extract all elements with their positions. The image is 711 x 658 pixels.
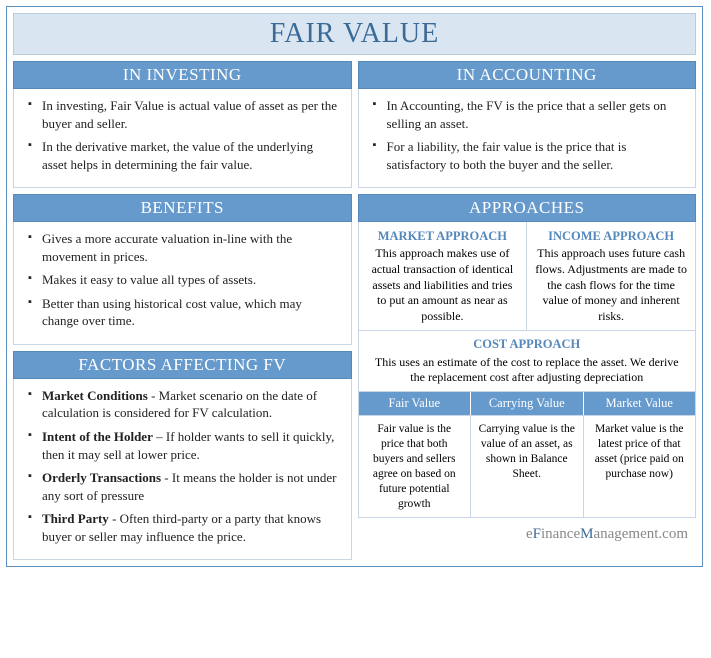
top-row: IN INVESTING In investing, Fair Value is…: [13, 61, 696, 188]
market-approach-title: MARKET APPROACH: [367, 228, 519, 244]
factors-item: Orderly Transactions - It means the hold…: [28, 469, 341, 504]
accounting-header: IN ACCOUNTING: [358, 61, 697, 89]
approaches-section: APPROACHES MARKET APPROACH This approach…: [358, 194, 697, 518]
accounting-body: In Accounting, the FV is the price that …: [358, 89, 697, 188]
footer-branding: eFinanceManagement.com: [358, 524, 697, 543]
cost-approach-cell: COST APPROACH This uses an estimate of t…: [359, 330, 696, 390]
benefits-item: Makes it easy to value all types of asse…: [28, 271, 341, 289]
value-header-market: Market Value: [584, 392, 696, 415]
factors-item: Intent of the Holder – If holder wants t…: [28, 428, 341, 463]
value-header-carrying: Carrying Value: [471, 392, 584, 415]
investing-body: In investing, Fair Value is actual value…: [13, 89, 352, 188]
benefits-section: BENEFITS Gives a more accurate valuation…: [13, 194, 352, 345]
market-approach-cell: MARKET APPROACH This approach makes use …: [359, 222, 528, 330]
bottom-row: BENEFITS Gives a more accurate valuation…: [13, 194, 696, 560]
income-approach-text: This approach uses future cash flows. Ad…: [535, 246, 687, 324]
accounting-item: For a liability, the fair value is the p…: [373, 138, 686, 173]
market-approach-text: This approach makes use of actual transa…: [367, 246, 519, 324]
income-approach-cell: INCOME APPROACH This approach uses futur…: [527, 222, 695, 330]
investing-item: In investing, Fair Value is actual value…: [28, 97, 341, 132]
value-header-fair: Fair Value: [359, 392, 472, 415]
approaches-body: MARKET APPROACH This approach makes use …: [358, 222, 697, 518]
infographic-container: FAIR VALUE IN INVESTING In investing, Fa…: [6, 6, 703, 567]
factors-body: Market Conditions - Market scenario on t…: [13, 379, 352, 560]
approaches-header: APPROACHES: [358, 194, 697, 222]
factors-item: Third Party - Often third-party or a par…: [28, 510, 341, 545]
benefits-body: Gives a more accurate valuation in-line …: [13, 222, 352, 345]
income-approach-title: INCOME APPROACH: [535, 228, 687, 244]
value-cell-carrying: Carrying value is the value of an asset,…: [471, 416, 584, 518]
left-column: BENEFITS Gives a more accurate valuation…: [13, 194, 352, 560]
accounting-item: In Accounting, the FV is the price that …: [373, 97, 686, 132]
factors-header: FACTORS AFFECTING FV: [13, 351, 352, 379]
benefits-item: Better than using historical cost value,…: [28, 295, 341, 330]
benefits-header: BENEFITS: [13, 194, 352, 222]
cost-approach-text: This uses an estimate of the cost to rep…: [367, 355, 688, 386]
cost-approach-title: COST APPROACH: [367, 336, 688, 352]
value-cell-market: Market value is the latest price of that…: [584, 416, 696, 518]
value-table-header-row: Fair Value Carrying Value Market Value: [359, 391, 696, 415]
right-column: APPROACHES MARKET APPROACH This approach…: [358, 194, 697, 560]
investing-item: In the derivative market, the value of t…: [28, 138, 341, 173]
investing-header: IN INVESTING: [13, 61, 352, 89]
value-cell-fair: Fair value is the price that both buyers…: [359, 416, 472, 518]
main-title: FAIR VALUE: [13, 13, 696, 55]
benefits-item: Gives a more accurate valuation in-line …: [28, 230, 341, 265]
value-table-body-row: Fair value is the price that both buyers…: [359, 415, 696, 518]
factors-item: Market Conditions - Market scenario on t…: [28, 387, 341, 422]
factors-section: FACTORS AFFECTING FV Market Conditions -…: [13, 351, 352, 560]
accounting-section: IN ACCOUNTING In Accounting, the FV is t…: [358, 61, 697, 188]
investing-section: IN INVESTING In investing, Fair Value is…: [13, 61, 352, 188]
